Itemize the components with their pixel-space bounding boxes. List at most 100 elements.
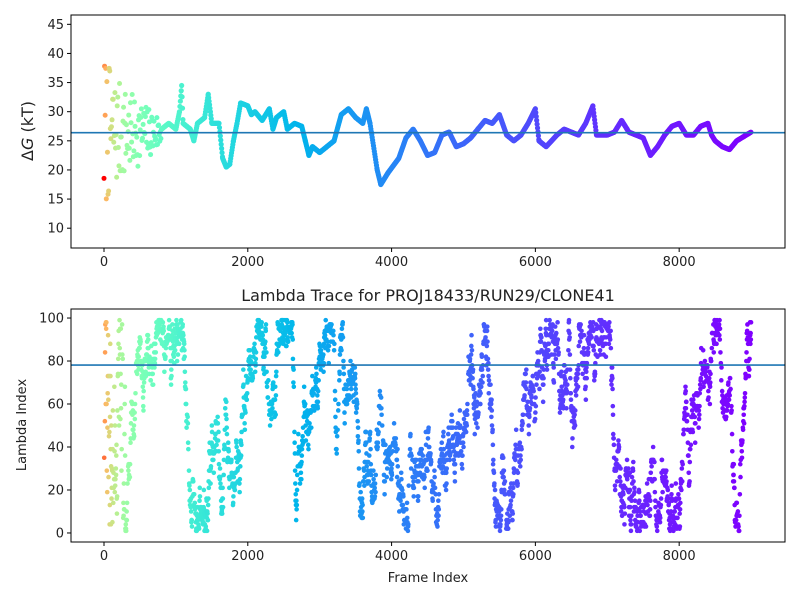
lambda-point [354, 406, 360, 411]
lambda-point [583, 384, 588, 390]
lambda-point [672, 509, 678, 514]
lambda-point [717, 326, 723, 332]
lambda-point [513, 442, 518, 448]
lambda-point [363, 429, 369, 435]
lambda-point [647, 507, 653, 512]
lambda-point [396, 509, 402, 514]
lambda-point [581, 345, 587, 351]
lambda-point [219, 511, 225, 516]
lambda-point [653, 504, 658, 510]
lambda-point [708, 371, 713, 377]
lambda-point [127, 474, 133, 480]
lambda-point [452, 470, 458, 476]
lambda-point [511, 491, 516, 497]
lambda-point [469, 332, 474, 338]
lambda-point [489, 408, 495, 413]
lambda-point [290, 337, 296, 342]
lambda-point [732, 485, 737, 491]
lambda-point [703, 373, 709, 379]
lambda-point [419, 446, 425, 452]
lambda-point [362, 483, 367, 488]
lambda-point [242, 421, 247, 426]
lambda-point [483, 335, 488, 340]
lambda-point [264, 369, 269, 375]
lambda-point [567, 335, 572, 340]
delta-g-point [176, 109, 183, 115]
lambda-point [519, 446, 524, 452]
lambda-point [686, 470, 692, 476]
lambda-point [134, 371, 140, 377]
lambda-point [599, 328, 605, 334]
lambda-point [209, 423, 215, 428]
lambda-point [281, 337, 287, 342]
lambda-point [742, 395, 748, 400]
lambda-point [616, 444, 622, 450]
lambda-point [222, 406, 228, 411]
delta-g-point [126, 112, 132, 118]
lambda-point [411, 485, 417, 491]
lambda-point [305, 442, 311, 448]
lambda-point [115, 408, 120, 413]
lambda-point [122, 384, 128, 390]
delta-g-point [154, 115, 160, 121]
lambda-point [389, 461, 395, 467]
lambda-point [532, 416, 538, 422]
lambda-point [474, 399, 480, 405]
lambda-point [500, 455, 506, 461]
lambda-point [113, 466, 119, 471]
lambda-point [717, 332, 722, 338]
lambda-point [398, 470, 404, 476]
lambda-point [112, 384, 117, 390]
lambda-point [574, 375, 580, 381]
lambda-point [231, 494, 236, 499]
lambda-point [292, 468, 298, 473]
lambda-point [112, 423, 118, 428]
lambda-point [416, 479, 421, 484]
lambda-point [538, 339, 544, 344]
lambda-ytick-label: 100 [39, 312, 64, 327]
delta-g-xtick-label: 4000 [375, 255, 408, 270]
lambda-point [161, 324, 166, 329]
lambda-point [460, 453, 465, 458]
lambda-point [553, 356, 559, 362]
lambda-point [557, 410, 563, 415]
delta-g-point [137, 127, 143, 133]
lambda-point [473, 421, 479, 426]
lambda-point [352, 375, 358, 381]
lambda-point [632, 489, 637, 495]
lambda-point [331, 347, 337, 353]
lambda-point [490, 461, 496, 467]
lambda-point [299, 446, 305, 452]
delta-g-ytick-label: 20 [47, 163, 64, 178]
lambda-point [603, 341, 608, 347]
lambda-point [303, 423, 308, 428]
lambda-point [216, 429, 221, 435]
lambda-point [498, 513, 504, 519]
lambda-point [264, 384, 270, 390]
delta-g-ytick-label: 15 [47, 193, 64, 208]
lambda-point [687, 459, 693, 465]
lambda-point [556, 350, 561, 355]
delta-g-ticks: 0 2000 4000 6000 8000 10 15 20 25 30 35 40 45 [47, 18, 695, 270]
lambda-point [117, 317, 122, 323]
lambda-point [733, 517, 739, 523]
lambda-point [232, 487, 238, 493]
lambda-point [299, 459, 304, 465]
delta-g-point [131, 148, 137, 154]
lambda-point [647, 513, 653, 519]
lambda-point [371, 476, 376, 482]
lambda-ticks: 0 2000 4000 6000 8000 0 20 40 60 80 100 [39, 312, 696, 564]
lambda-point [524, 367, 529, 372]
lambda-point [648, 498, 653, 504]
lambda-point [551, 365, 557, 370]
lambda-point [436, 498, 441, 504]
lambda-point [325, 347, 331, 353]
delta-g-point [535, 133, 541, 139]
lambda-point [274, 369, 279, 375]
lambda-point [122, 401, 128, 407]
lambda-point [729, 431, 735, 437]
lambda-point [122, 453, 128, 458]
lambda-point [566, 317, 572, 323]
lambda-point [646, 494, 652, 499]
lambda-point [687, 446, 693, 452]
